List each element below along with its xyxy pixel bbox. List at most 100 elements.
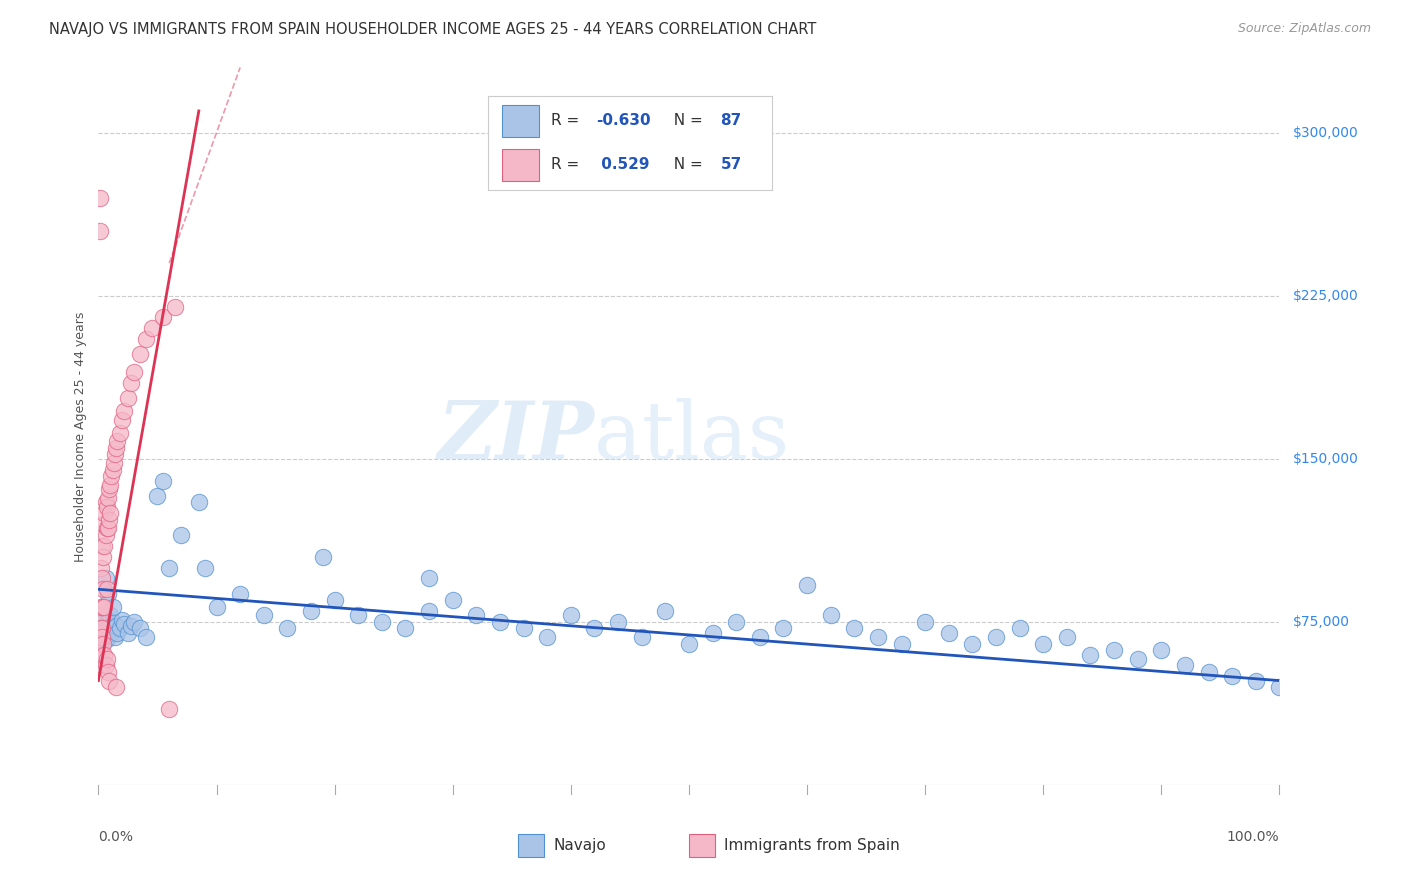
Text: Source: ZipAtlas.com: Source: ZipAtlas.com — [1237, 22, 1371, 36]
Point — [276, 621, 298, 635]
Point — [94, 625, 117, 640]
Point — [98, 478, 121, 492]
Point — [1032, 637, 1054, 651]
Point — [678, 637, 700, 651]
Point — [1102, 643, 1125, 657]
Point — [117, 625, 139, 640]
Point — [91, 658, 114, 673]
Point — [844, 621, 866, 635]
Point — [91, 621, 114, 635]
Point — [104, 447, 127, 462]
Point — [94, 495, 117, 509]
Point — [914, 615, 936, 629]
Point — [122, 365, 145, 379]
Point — [97, 491, 120, 505]
Point — [89, 637, 111, 651]
Point — [1008, 621, 1031, 635]
Point — [105, 619, 128, 633]
Point — [98, 608, 121, 623]
Point — [938, 625, 960, 640]
Point — [111, 412, 134, 426]
Point — [101, 463, 124, 477]
Point — [96, 621, 118, 635]
Point — [1268, 680, 1291, 694]
Point — [100, 625, 122, 640]
Point — [536, 630, 558, 644]
Point — [94, 528, 117, 542]
Point — [112, 617, 135, 632]
Point — [97, 665, 120, 679]
Point — [489, 615, 512, 629]
Point — [90, 599, 112, 614]
Text: $150,000: $150,000 — [1294, 452, 1360, 466]
Point — [299, 604, 322, 618]
Point — [105, 434, 128, 449]
Point — [418, 571, 440, 585]
Point — [1174, 658, 1197, 673]
Point — [93, 615, 115, 629]
Text: NAVAJO VS IMMIGRANTS FROM SPAIN HOUSEHOLDER INCOME AGES 25 - 44 YEARS CORRELATIO: NAVAJO VS IMMIGRANTS FROM SPAIN HOUSEHOL… — [49, 22, 817, 37]
Point — [91, 637, 114, 651]
Point — [98, 506, 121, 520]
Text: $225,000: $225,000 — [1294, 289, 1360, 302]
Point — [187, 495, 209, 509]
Point — [1056, 630, 1078, 644]
FancyBboxPatch shape — [689, 834, 714, 856]
Point — [347, 608, 370, 623]
Point — [890, 637, 912, 651]
Text: Immigrants from Spain: Immigrants from Spain — [724, 838, 900, 853]
Text: $300,000: $300,000 — [1294, 126, 1360, 140]
Point — [91, 582, 114, 597]
Point — [121, 619, 143, 633]
Point — [89, 191, 111, 205]
Point — [90, 630, 112, 644]
Point — [157, 702, 180, 716]
Point — [512, 621, 534, 635]
Point — [725, 615, 748, 629]
Point — [90, 648, 112, 662]
Point — [97, 521, 120, 535]
Point — [97, 613, 120, 627]
Point — [89, 223, 111, 237]
Point — [371, 615, 394, 629]
Y-axis label: Householder Income Ages 25 - 44 years: Householder Income Ages 25 - 44 years — [75, 312, 87, 562]
Point — [93, 648, 115, 662]
Point — [93, 539, 115, 553]
Point — [97, 587, 120, 601]
Point — [89, 625, 111, 640]
Point — [90, 560, 112, 574]
Point — [98, 619, 121, 633]
Point — [91, 630, 114, 644]
Point — [96, 632, 118, 647]
Point — [105, 680, 128, 694]
Point — [100, 469, 122, 483]
Point — [104, 630, 127, 644]
Point — [91, 571, 114, 585]
Point — [101, 615, 124, 629]
Point — [96, 500, 118, 514]
Point — [94, 617, 117, 632]
Point — [117, 391, 139, 405]
Point — [98, 513, 121, 527]
Point — [101, 599, 124, 614]
Point — [654, 604, 676, 618]
Point — [866, 630, 889, 644]
Point — [122, 615, 145, 629]
Point — [146, 489, 169, 503]
Point — [560, 608, 582, 623]
Point — [91, 599, 114, 614]
Point — [91, 539, 114, 553]
Point — [962, 637, 984, 651]
Point — [465, 608, 488, 623]
Point — [96, 521, 118, 535]
Point — [1198, 665, 1220, 679]
Point — [607, 615, 630, 629]
Point — [108, 425, 131, 440]
Point — [1126, 652, 1149, 666]
Point — [253, 608, 276, 623]
Text: 0.0%: 0.0% — [98, 830, 134, 844]
Point — [105, 625, 128, 640]
Point — [111, 613, 134, 627]
Point — [103, 621, 125, 635]
Point — [112, 404, 135, 418]
